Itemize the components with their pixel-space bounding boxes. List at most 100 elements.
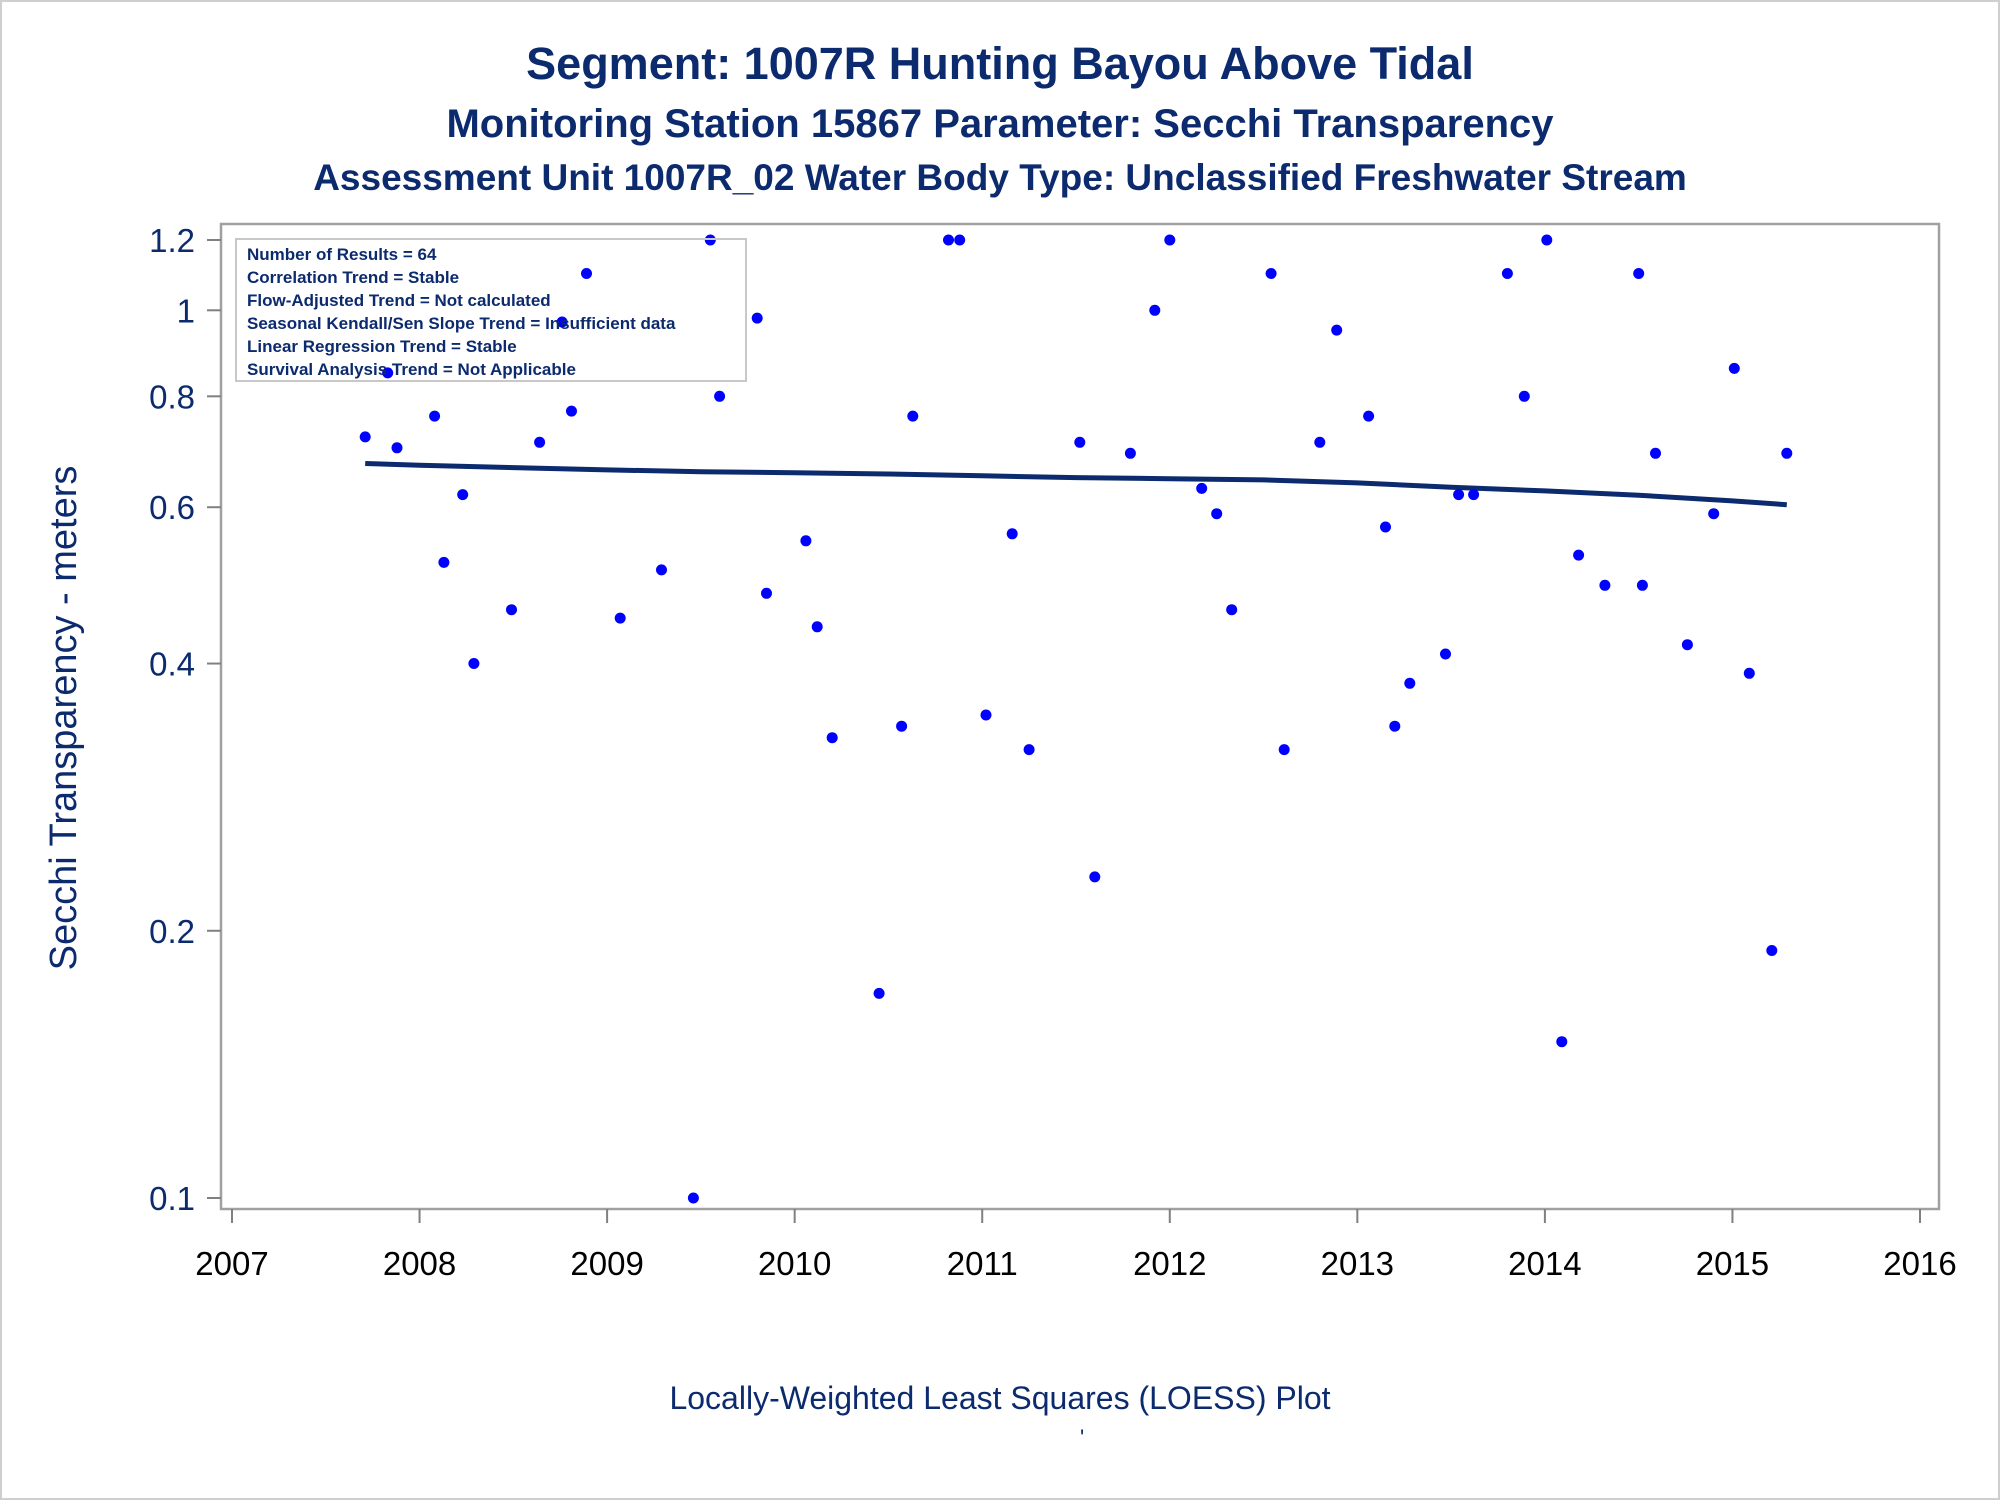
data-point bbox=[468, 658, 480, 669]
y-tick-label: 0.4 bbox=[149, 646, 195, 683]
data-point bbox=[1196, 482, 1208, 494]
footnote-loess: Locally-Weighted Least Squares (LOESS) P… bbox=[669, 1380, 1331, 1416]
x-tick-label: 2014 bbox=[1508, 1245, 1581, 1282]
data-point bbox=[1573, 549, 1585, 561]
y-axis: 0.1 0.2 0.4 0.6 0.8 1 1.2 bbox=[149, 222, 221, 1217]
data-point bbox=[1599, 579, 1611, 591]
data-point bbox=[656, 564, 667, 576]
loess-trend-line bbox=[365, 461, 1787, 508]
data-point bbox=[980, 709, 992, 721]
x-tick-label: 2007 bbox=[195, 1245, 268, 1282]
data-point bbox=[1636, 579, 1648, 591]
data-point bbox=[1314, 436, 1326, 448]
data-point bbox=[761, 587, 772, 599]
x-tick-label: 2011 bbox=[947, 1245, 1018, 1282]
data-point bbox=[382, 367, 394, 379]
y-axis-title: Secchi Transparency - meters bbox=[43, 466, 85, 971]
x-tick-label: 2008 bbox=[383, 1245, 456, 1282]
chart-subtitle-station: Monitoring Station 15867 Parameter: Secc… bbox=[446, 102, 1554, 146]
data-point bbox=[1023, 744, 1035, 756]
data-point bbox=[1556, 1036, 1568, 1048]
data-point bbox=[1363, 410, 1375, 422]
data-point bbox=[359, 431, 371, 443]
data-point bbox=[1541, 234, 1553, 246]
chart-title: Segment: 1007R Hunting Bayou Above Tidal bbox=[526, 38, 1474, 89]
data-point bbox=[907, 410, 919, 422]
data-point bbox=[581, 268, 592, 279]
data-point bbox=[1006, 528, 1018, 540]
x-tick-label: 2013 bbox=[1321, 1245, 1394, 1282]
plot-area-frame bbox=[219, 222, 1941, 1211]
stats-line: Survival Analysis Trend = Not Applicable bbox=[247, 360, 576, 379]
y-tick-label: 0.1 bbox=[149, 1180, 195, 1217]
x-tick-label: 2015 bbox=[1696, 1245, 1769, 1282]
data-point bbox=[687, 1192, 699, 1204]
stats-line: Linear Regression Trend = Stable bbox=[247, 337, 517, 356]
x-tick-label: 2009 bbox=[570, 1245, 643, 1282]
data-point bbox=[1743, 667, 1755, 679]
y-tick-label: 0.6 bbox=[149, 489, 195, 526]
data-point bbox=[1633, 268, 1645, 279]
data-point bbox=[954, 234, 966, 246]
data-point bbox=[438, 556, 450, 568]
data-point bbox=[1518, 390, 1530, 402]
data-point bbox=[1681, 639, 1693, 651]
data-point bbox=[1781, 447, 1793, 459]
data-point bbox=[556, 316, 568, 328]
data-point bbox=[506, 604, 517, 616]
data-point bbox=[1468, 489, 1480, 501]
data-point bbox=[1124, 447, 1136, 459]
data-points-layer bbox=[359, 234, 1793, 1204]
data-point bbox=[1211, 508, 1223, 520]
data-point bbox=[714, 390, 726, 402]
data-point bbox=[1440, 648, 1451, 660]
data-point bbox=[1728, 362, 1740, 374]
data-point bbox=[1164, 234, 1176, 246]
data-point bbox=[1501, 268, 1513, 279]
data-point bbox=[1766, 945, 1778, 956]
stats-line: Seasonal Kendall/Sen Slope Trend = Insuf… bbox=[247, 314, 676, 333]
data-point bbox=[943, 234, 954, 246]
chart-subtitle-assessment: Assessment Unit 1007R_02 Water Body Type… bbox=[313, 157, 1687, 198]
footnote-mark: ' bbox=[1080, 1425, 1085, 1450]
data-point bbox=[457, 489, 469, 501]
data-point bbox=[1708, 508, 1720, 520]
data-point bbox=[1389, 720, 1401, 732]
data-point bbox=[1650, 447, 1661, 459]
stats-line: Number of Results = 64 bbox=[247, 245, 437, 264]
data-point bbox=[614, 612, 626, 624]
stats-box-border bbox=[235, 238, 747, 382]
data-point bbox=[534, 436, 546, 448]
data-point bbox=[896, 720, 908, 732]
data-point bbox=[1226, 604, 1238, 616]
data-point bbox=[1453, 489, 1465, 501]
data-point bbox=[429, 410, 441, 422]
data-point bbox=[1089, 871, 1101, 883]
loess-trend-layer bbox=[365, 461, 1787, 508]
stats-legend-box: Number of Results = 64 Correlation Trend … bbox=[235, 238, 747, 382]
data-point bbox=[1331, 324, 1343, 336]
y-tick-label: 1.2 bbox=[149, 222, 195, 259]
y-tick-label: 1 bbox=[177, 292, 195, 329]
data-point bbox=[811, 621, 823, 633]
data-point bbox=[391, 442, 403, 454]
data-point bbox=[1380, 521, 1391, 533]
data-point bbox=[873, 987, 885, 999]
data-point bbox=[1265, 268, 1277, 279]
x-tick-label: 2012 bbox=[1133, 1245, 1206, 1282]
data-point bbox=[751, 312, 763, 324]
data-point bbox=[800, 535, 812, 547]
data-point bbox=[826, 732, 838, 744]
stats-line: Correlation Trend = Stable bbox=[247, 268, 459, 287]
data-point bbox=[1278, 744, 1290, 756]
data-point bbox=[1149, 304, 1161, 316]
data-point bbox=[566, 405, 577, 417]
x-tick-label: 2010 bbox=[758, 1245, 831, 1282]
data-point bbox=[1404, 677, 1416, 689]
y-tick-label: 0.2 bbox=[149, 913, 195, 950]
x-tick-label: 2016 bbox=[1883, 1245, 1956, 1282]
data-point bbox=[1074, 436, 1086, 448]
stats-line: Flow-Adjusted Trend = Not calculated bbox=[247, 291, 551, 310]
